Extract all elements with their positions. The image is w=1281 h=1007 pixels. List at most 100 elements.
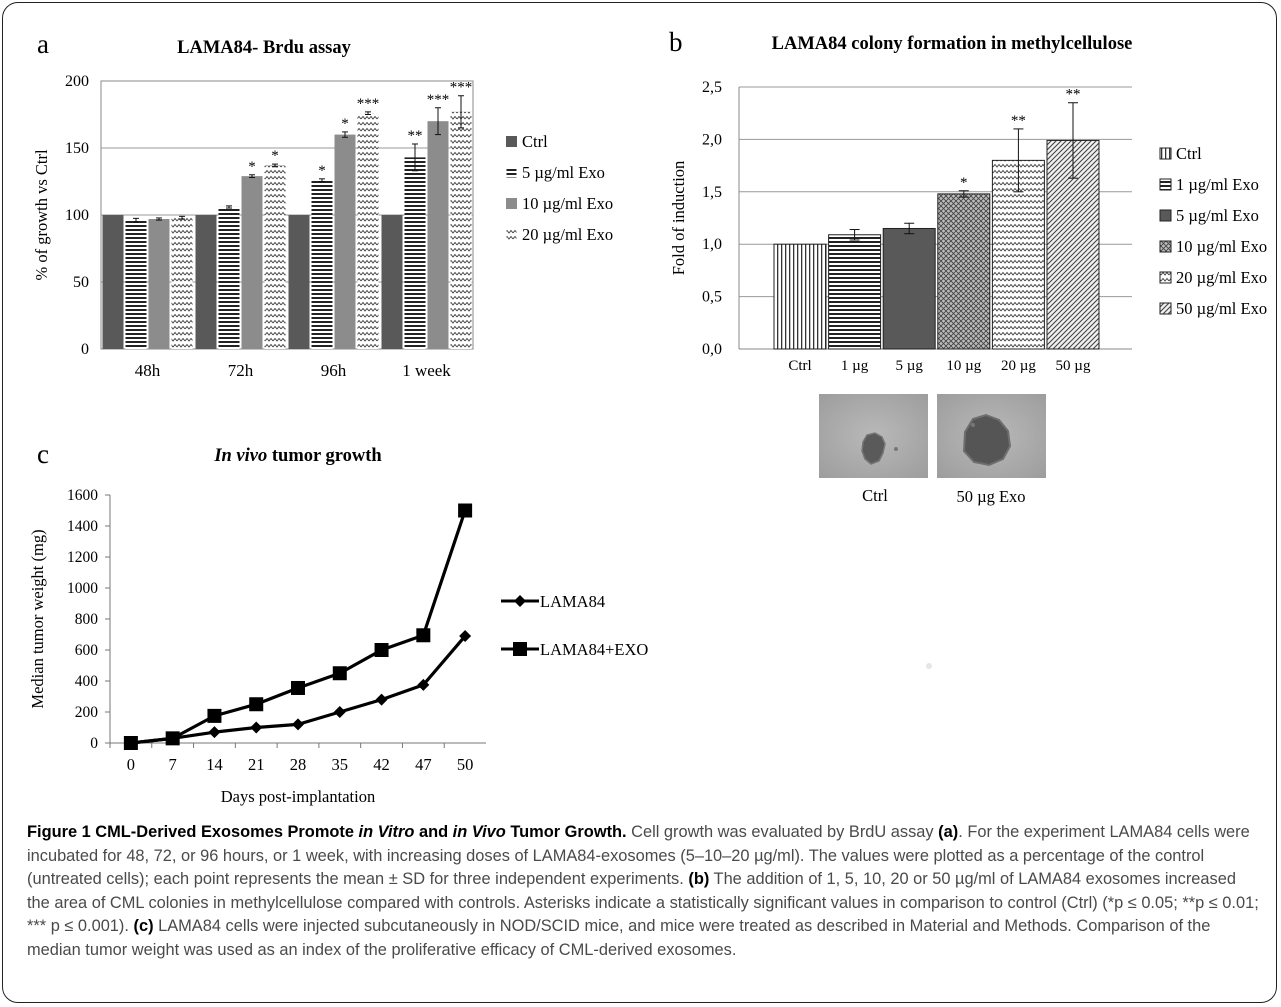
significance-stars-a: *** — [427, 92, 450, 108]
y-tick-label-b: 1,0 — [702, 236, 722, 253]
data-point-diamond — [208, 726, 221, 739]
data-point-square — [374, 643, 389, 657]
x-tick-label-a: 96h — [321, 361, 347, 380]
significance-stars-a: * — [341, 116, 349, 132]
y-tick-label-c: 0 — [90, 735, 98, 752]
data-point-diamond — [459, 630, 472, 643]
data-point-square — [207, 708, 222, 723]
data-point-square — [458, 503, 473, 518]
y-tick-label-c: 1000 — [67, 580, 98, 597]
legend-label-b: 10 µg/ml Exo — [1176, 237, 1267, 256]
significance-stars-b: ** — [1011, 113, 1026, 129]
legend-marker-square — [513, 642, 527, 656]
data-point-diamond — [333, 706, 346, 718]
y-tick-label-b: 0,5 — [702, 289, 722, 306]
bar-a — [125, 220, 147, 349]
y-tick-label-c: 1200 — [67, 549, 98, 566]
x-tick-label-c: 7 — [169, 755, 177, 774]
y-tick-label-c: 1600 — [67, 487, 98, 504]
panel-label-a: a — [37, 29, 49, 59]
bar-b — [882, 227, 936, 350]
caption-ref-c: (c) — [133, 917, 154, 935]
x-tick-label-c: 28 — [290, 755, 307, 774]
bar-a — [171, 217, 193, 349]
panel-label-c: c — [37, 439, 49, 469]
bar-a — [357, 113, 379, 349]
x-tick-label-c: 47 — [415, 755, 432, 774]
data-point-square — [123, 736, 138, 750]
y-tick-label-b: 2,0 — [702, 131, 722, 148]
colony-large — [962, 413, 1012, 467]
caption-title: Figure 1 CML-Derived Exosomes Promote in… — [27, 823, 627, 841]
legend-swatch-b — [1159, 271, 1172, 284]
data-point-diamond — [292, 718, 304, 731]
significance-stars-a: ** — [408, 128, 423, 144]
x-axis-label-c: Days post-implantation — [221, 787, 375, 806]
figure-caption: Figure 1 CML-Derived Exosomes Promote in… — [27, 823, 1259, 959]
y-tick-label-b: 2,5 — [702, 79, 722, 96]
bar-b — [828, 234, 882, 350]
legend-marker-diamond — [514, 595, 526, 607]
x-tick-label-b: 50 µg — [1056, 358, 1091, 374]
chart-a-title: LAMA84- Brdu assay — [177, 38, 351, 58]
x-tick-label-b: 5 µg — [895, 358, 923, 374]
data-point-diamond — [250, 721, 263, 734]
series-line-lama84-exo — [130, 509, 467, 745]
bar-a — [241, 176, 263, 349]
legend-label-b: 5 µg/ml Exo — [1176, 206, 1259, 225]
bar-a — [404, 157, 426, 349]
data-point-square — [249, 697, 264, 712]
photo-50ug: 50 µg Exo — [937, 394, 1046, 506]
significance-stars-b: * — [960, 175, 968, 191]
legend-swatch-b — [1159, 178, 1172, 191]
y-tick-label-a: 0 — [81, 341, 89, 358]
bar-b — [773, 243, 827, 350]
x-tick-label-b: 20 µg — [1001, 358, 1036, 374]
x-tick-label-c: 14 — [206, 755, 223, 774]
y-tick-label-b: 0,0 — [702, 341, 722, 358]
bar-a — [334, 134, 356, 349]
legend-label-b: Ctrl — [1176, 144, 1202, 163]
y-axis-label-b: Fold of induction — [669, 161, 688, 276]
chart-c-title: In vivo tumor growth — [213, 446, 382, 466]
legend-label-b: 1 µg/ml Exo — [1176, 175, 1259, 194]
scan-artifact — [926, 663, 932, 669]
bar-a — [102, 215, 124, 349]
colony-small — [861, 432, 886, 465]
x-tick-label-b: 10 µg — [946, 358, 981, 374]
y-axis-label-a: % of growth vs Ctrl — [32, 149, 51, 280]
y-tick-label-a: 150 — [65, 140, 89, 157]
y-tick-label-c: 1400 — [67, 518, 98, 535]
y-tick-label-a: 200 — [65, 73, 89, 90]
x-tick-label-a: 48h — [135, 361, 161, 380]
significance-stars-a: * — [271, 148, 279, 164]
x-tick-label-c: 21 — [248, 755, 265, 774]
data-point-square — [291, 680, 305, 695]
legend-swatch-b — [1159, 147, 1172, 160]
chart-c: 0 200 400 600 800 1000 1200 1400 1600 0 7 14 21 28 35 4… — [28, 487, 648, 806]
data-point-square — [165, 731, 180, 746]
x-tick-label-c: 42 — [373, 755, 390, 774]
y-tick-label-a: 100 — [65, 207, 89, 224]
x-tick-label-b: Ctrl — [788, 358, 811, 374]
bar-a — [264, 165, 286, 349]
legend-swatch-b — [1159, 209, 1172, 222]
panel-label-b: b — [669, 27, 683, 57]
x-tick-label-a: 1 week — [402, 361, 451, 380]
bar-a — [381, 215, 403, 349]
chart-b: 0,0 0,5 1,0 1,5 2,0 2,5 Ctrl 1 µg 5 µg * 10 µg ** 20… — [669, 79, 1267, 374]
legend-label-a: 10 µg/ml Exo — [522, 194, 613, 213]
y-tick-label-b: 1,5 — [702, 184, 722, 201]
bar-a — [148, 219, 170, 349]
y-tick-label-c: 200 — [75, 704, 99, 721]
data-point-square — [332, 666, 347, 681]
legend-label-b: 50 µg/ml Exo — [1176, 299, 1267, 318]
y-tick-label-a: 50 — [73, 274, 89, 291]
x-tick-label-c: 35 — [332, 755, 349, 774]
photo-label-ctrl: Ctrl — [862, 486, 888, 505]
significance-stars-a: *** — [357, 96, 380, 112]
caption-ref-a: (a) — [938, 823, 959, 841]
x-tick-label-c: 50 — [457, 755, 474, 774]
bar-b — [937, 193, 991, 350]
